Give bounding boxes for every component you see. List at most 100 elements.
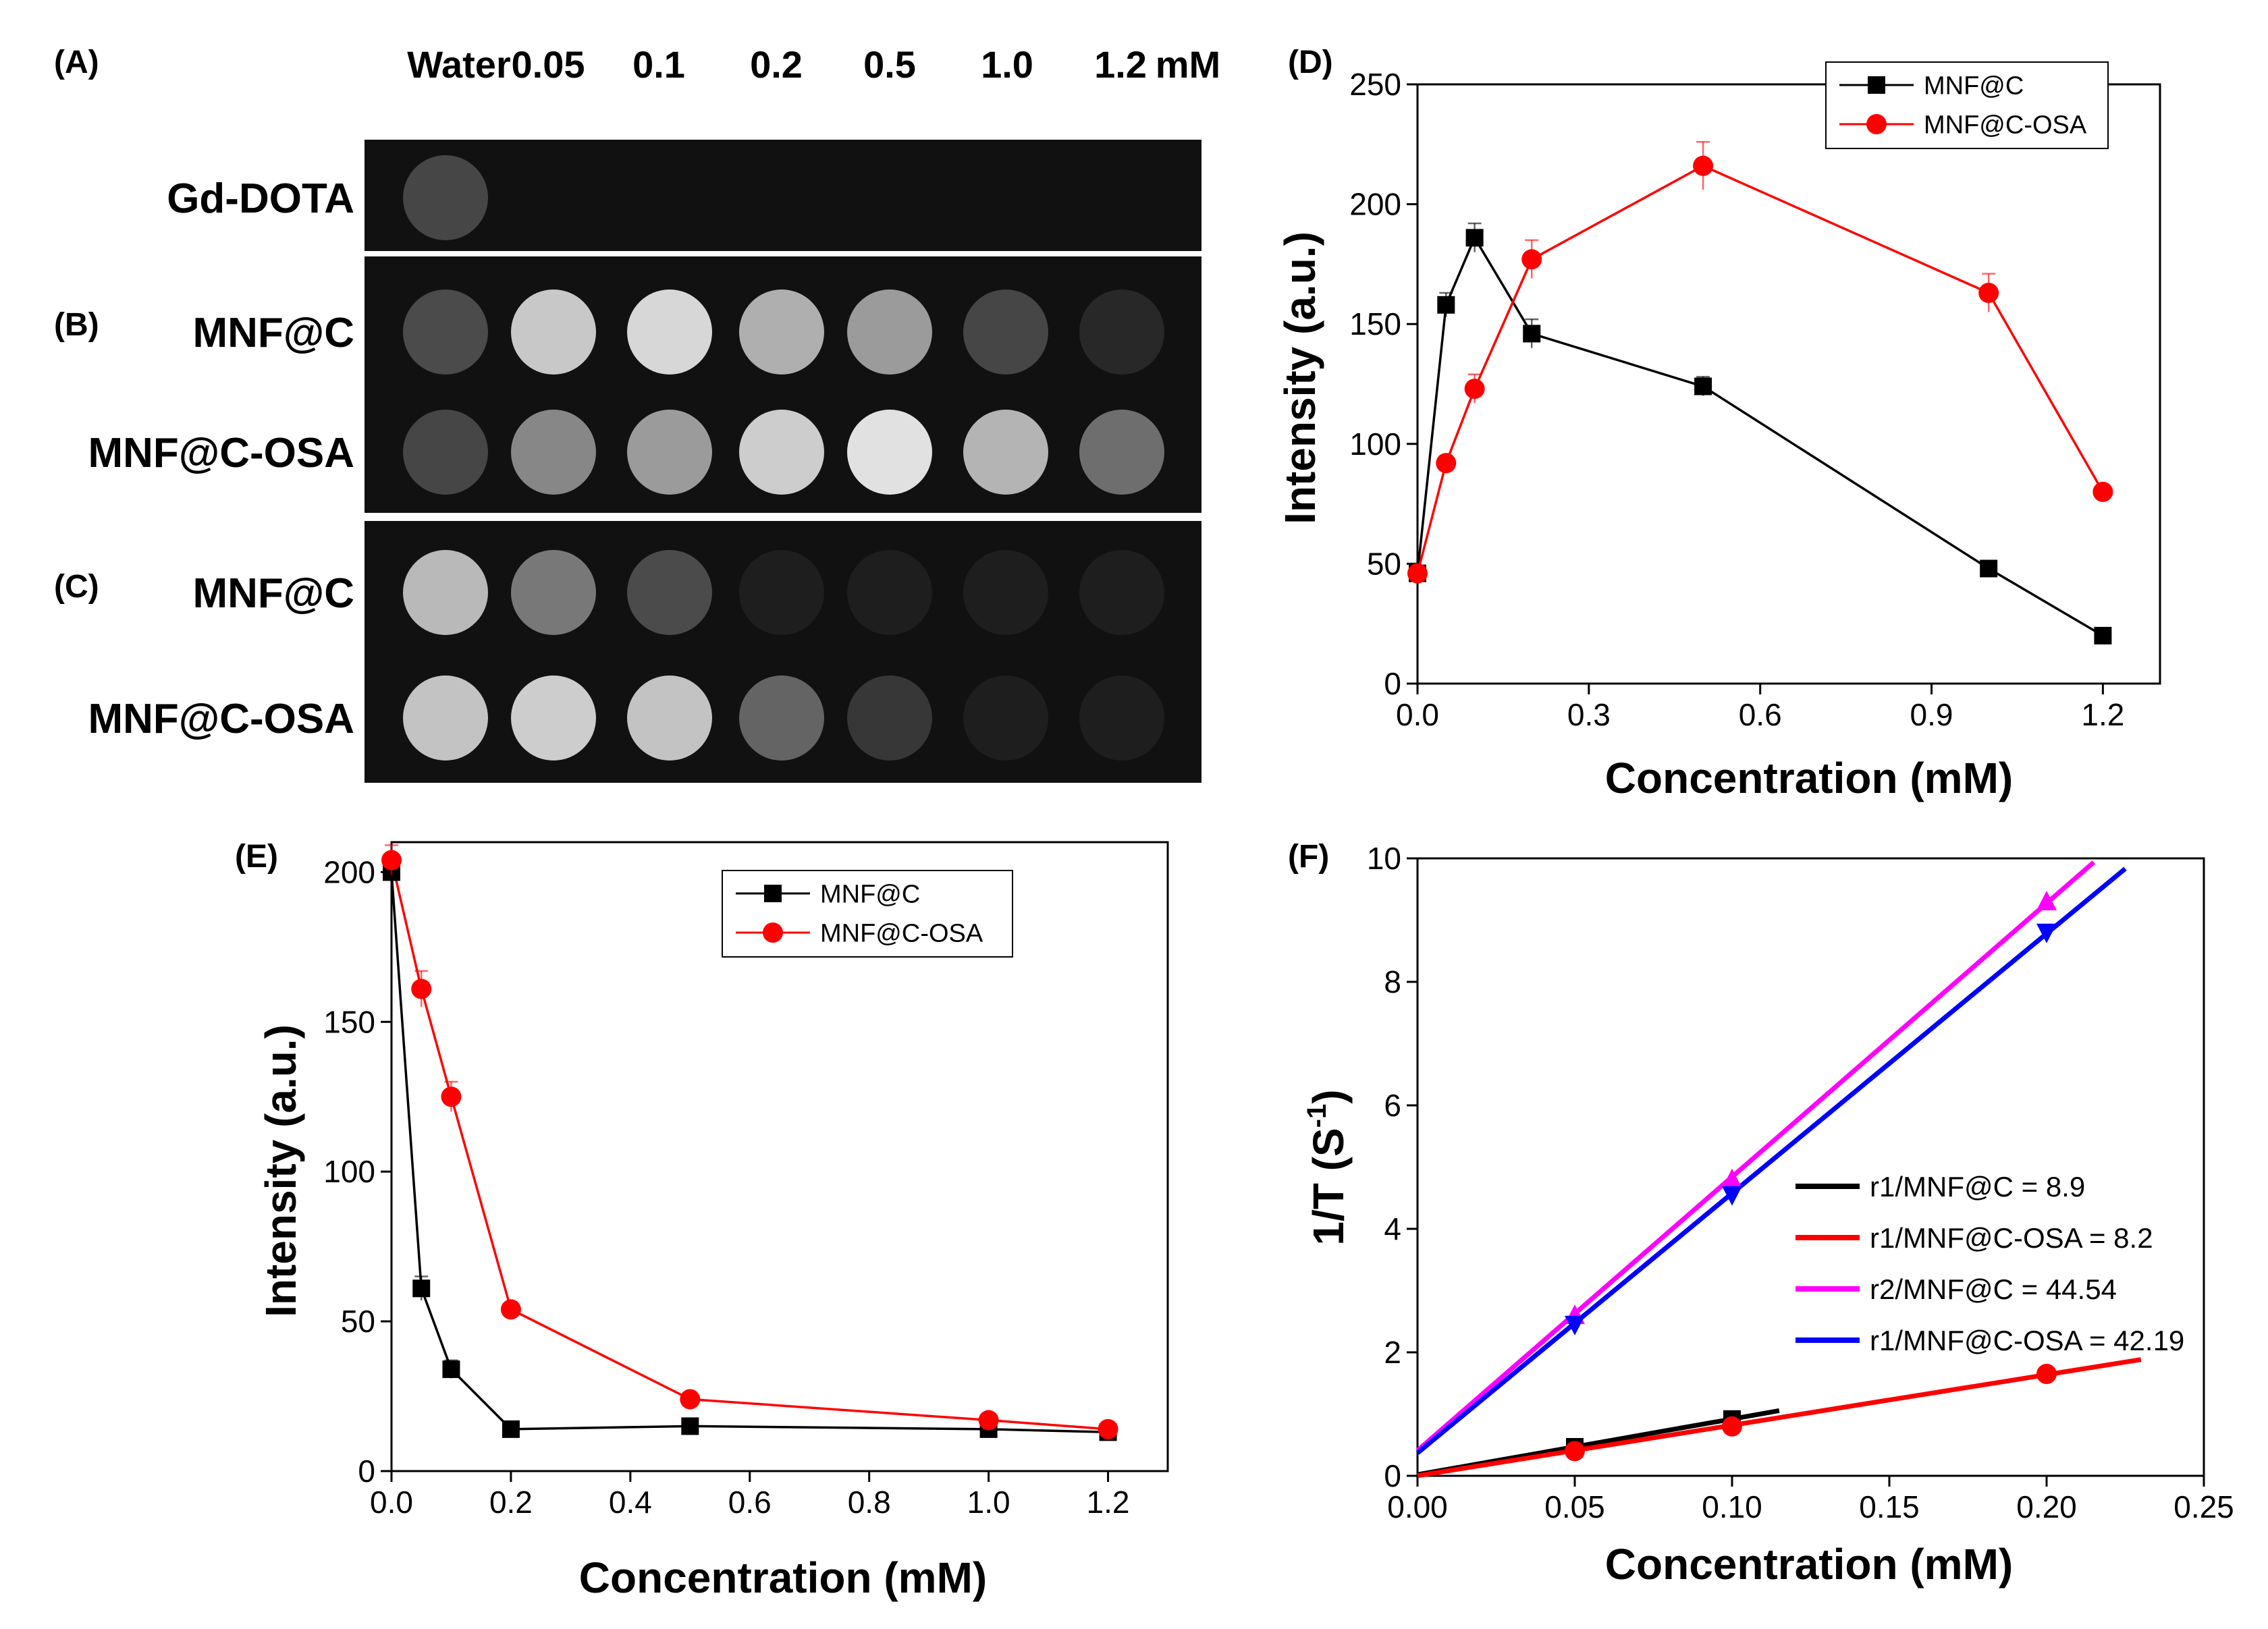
point-1-3 [1521,249,1542,270]
point-1-0 [381,850,402,871]
y-tick-label-3: 150 [1349,306,1401,341]
y-axis-label-f: 1/T (S-1) [1302,1089,1353,1245]
phantom-1-1 [511,289,596,375]
point-1-2 [1464,379,1485,399]
row-label-2: MNF@C-OSA [88,430,354,476]
row-label-0: Gd-DOTA [167,175,354,222]
point-1-2 [1722,1416,1742,1437]
legend-d: MNF@C MNF@C-OSA [1825,61,2109,149]
phantom-3-4 [847,550,932,635]
point-1-5 [978,1410,999,1431]
point-1-6 [1098,1418,1118,1439]
y-tick-label-2: 100 [323,1154,375,1189]
x-tick-label-4: 0.8 [848,1485,891,1520]
point-0-1 [1437,296,1455,314]
phantom-2-1 [511,410,596,495]
x-tick-label-2: 0.6 [1739,697,1782,732]
phantom-1-4 [847,289,932,375]
fit-line-2 [1415,860,2096,1453]
y-tick-label-1: 50 [1367,546,1401,581]
legend-label-0: MNF@C [1924,72,2024,101]
row-label-4: MNF@C-OSA [88,696,354,742]
column-header-6: 1.2 [1094,43,1147,86]
x-tick-label-5: 1.0 [967,1485,1010,1520]
x-tick-label-3: 0.6 [728,1485,772,1520]
x-axis-label-d: Concentration (mM) [1605,754,2013,802]
point-0-2 [1465,229,1484,247]
point-1-1 [411,978,432,999]
chart-f: (F) 0.00 0.05 0.10 0.15 0.20 0.25 0 2 4 6 8 10 Conc… [1288,839,2234,1589]
legend-marker-1 [763,922,783,943]
plot-frame-f [1416,857,2205,1477]
row-label-1: MNF@C [192,310,354,356]
point-0-3 [1523,325,1541,343]
x-tick-label-2: 0.4 [609,1485,652,1520]
legend-label-1: r1/MNF@C-OSA = 8.2 [1870,1222,2153,1254]
x-tick-label-1: 0.05 [1544,1489,1605,1524]
legend-label-0: MNF@C [820,881,920,909]
point-1-4 [1693,155,1714,176]
phantom-2-5 [963,410,1048,495]
phantom-4-2 [627,675,712,761]
row-label-3: MNF@C [192,570,354,617]
x-tick-label-0: 0.0 [370,1485,413,1520]
y-tick-label-1: 2 [1384,1335,1401,1370]
y-tick-label-3: 150 [323,1004,375,1039]
x-axis-label-f: Concentration (mM) [1605,1540,2013,1589]
legend-label-1: MNF@C-OSA [820,920,983,948]
legend-label-1: MNF@C-OSA [1924,111,2087,140]
column-header-2: 0.1 [632,43,685,86]
y-tick-label-0: 0 [358,1454,375,1489]
x-tick-label-3: 0.15 [1859,1489,1920,1524]
point-3-3 [2036,923,2057,943]
y-tick-label-2: 100 [1349,426,1401,462]
point-0-3 [502,1420,520,1438]
point-1-3 [500,1299,521,1320]
phantom-3-6 [1079,550,1164,635]
column-header-3: 0.2 [750,43,803,86]
phantom-3-2 [627,550,712,635]
x-tick-label-0: 0.00 [1387,1489,1448,1524]
point-1-6 [2092,481,2113,502]
phantom-3-5 [963,550,1048,635]
x-axis-label-e: Concentration (mM) [579,1553,987,1602]
row-labels: Gd-DOTA MNF@C MNF@C-OSA MNF@C MNF@C-OSA [88,175,354,742]
phantom-4-0 [403,675,488,761]
phantom-4-5 [963,675,1048,761]
column-headers: Water 0.05 0.1 0.2 0.5 1.0 1.2 [407,43,1147,86]
y-axis-label-f-main: 1/T (S [1304,1128,1353,1245]
phantom-4-4 [847,675,932,761]
column-header-4: 0.5 [863,43,916,86]
point-0-1 [412,1279,431,1298]
phantom-1-5 [963,289,1048,375]
point-1-1 [1436,453,1457,474]
point-2-3 [2036,891,2057,911]
phantom-1-2 [627,289,712,375]
phantom-0-0 [403,155,488,240]
legend-label-2: r2/MNF@C = 44.54 [1870,1273,2117,1305]
y-axis-label-f-sup: -1 [1302,1104,1332,1128]
panel-a-label: (A) [54,45,99,80]
y-tick-label-5: 10 [1367,841,1401,876]
y-tick-label-5: 250 [1349,67,1401,102]
panel-d-label: (D) [1288,45,1333,80]
point-3-2 [1722,1186,1742,1206]
phantom-2-0 [403,410,488,495]
point-1-2 [441,1086,462,1107]
point-0-4 [1694,377,1712,395]
column-header-0: Water [407,43,511,86]
chart-e: (E) 0.0 0.2 0.4 0.6 0.8 1.0 1.2 0 50 100 150 200 Co… [235,839,1169,1602]
concentration-unit: mM [1156,43,1220,86]
panel-c-label: (C) [54,569,99,605]
chart-d: (D) 0.0 0.3 0.6 0.9 1.2 0 50 100 150 200 250 Conce… [1276,45,2161,802]
series-line-1 [1416,164,2104,574]
legend-label-0: r1/MNF@C = 8.9 [1870,1171,2085,1203]
phantom-1-3 [739,289,824,375]
point-0-2 [442,1360,460,1379]
x-tick-label-1: 0.3 [1567,697,1611,732]
phantom-3-3 [739,550,824,635]
legend-label-3: r1/MNF@C-OSA = 42.19 [1870,1325,2184,1356]
legend-marker-1 [1866,114,1887,134]
phantom-1-0 [403,289,488,375]
x-tick-label-1: 0.2 [489,1485,533,1520]
